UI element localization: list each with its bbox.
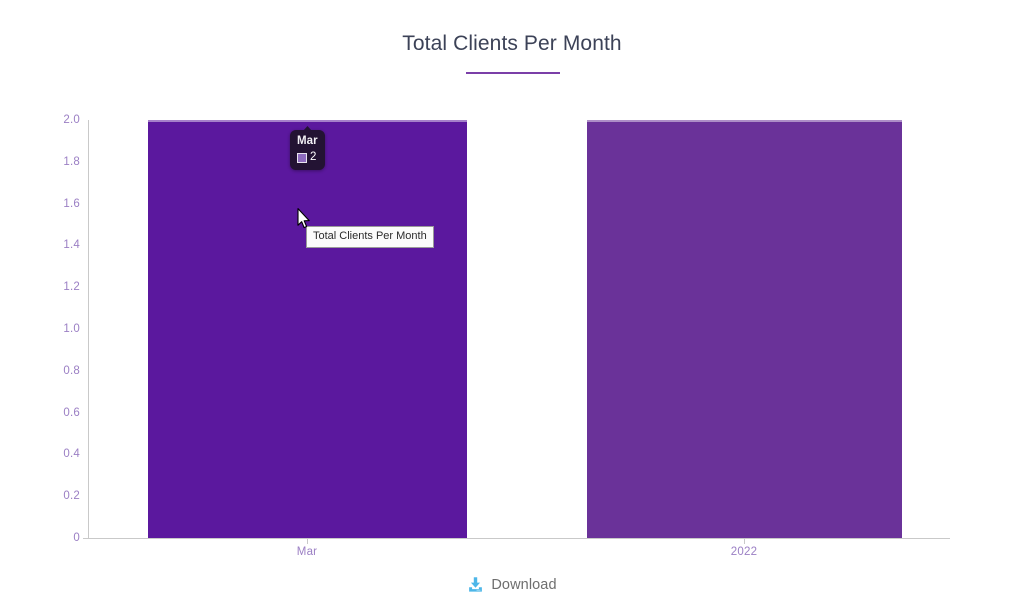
x-tick-label-mar: Mar (296, 546, 318, 558)
download-button[interactable]: Download (0, 576, 1024, 593)
x-tick-mark (744, 538, 745, 544)
y-tick-label: 0.2 (63, 490, 80, 503)
tooltip-body: 2 (297, 150, 318, 164)
y-axis-tick-labels: 2.0 1.8 1.6 1.4 1.2 1.0 0.8 0.6 0.4 0.2 … (28, 0, 80, 614)
y-tick-label: 1.8 (63, 155, 80, 168)
page-title: Total Clients Per Month (402, 32, 622, 55)
y-tick-label: 1.4 (63, 239, 80, 252)
bar-mar[interactable] (148, 120, 467, 538)
y-tick-label: 1.0 (63, 323, 80, 335)
y-tick-label: 2.0 (63, 114, 80, 126)
tooltip-color-swatch (297, 152, 307, 163)
y-tick-label: 0.8 (63, 364, 80, 377)
x-axis-line (88, 538, 950, 539)
y-tick-label: 1.2 (63, 281, 80, 294)
bar-highlight-edge (587, 120, 902, 122)
y-tick-label: 0.6 (63, 406, 80, 419)
chart-hover-tooltip: Mar 2 (290, 126, 325, 170)
x-tick-mark (307, 538, 308, 544)
tooltip-title: Mar (297, 135, 318, 147)
download-icon (467, 576, 484, 593)
download-label: Download (491, 576, 557, 593)
y-axis-line (88, 120, 89, 538)
y-tick-mark (83, 538, 88, 539)
y-tick-label: 0 (73, 532, 80, 544)
bar-highlight-edge (148, 120, 467, 122)
tooltip-caret-icon (303, 126, 312, 131)
y-tick-label: 0.4 (63, 448, 80, 461)
y-tick-label: 1.6 (63, 197, 80, 210)
bar-2022[interactable] (587, 120, 902, 538)
native-title-tooltip: Total Clients Per Month (306, 226, 434, 248)
mouse-cursor (297, 208, 311, 229)
title-underline (466, 72, 560, 74)
x-tick-label-2022: 2022 (730, 546, 758, 558)
tooltip-value: 2 (310, 151, 317, 164)
